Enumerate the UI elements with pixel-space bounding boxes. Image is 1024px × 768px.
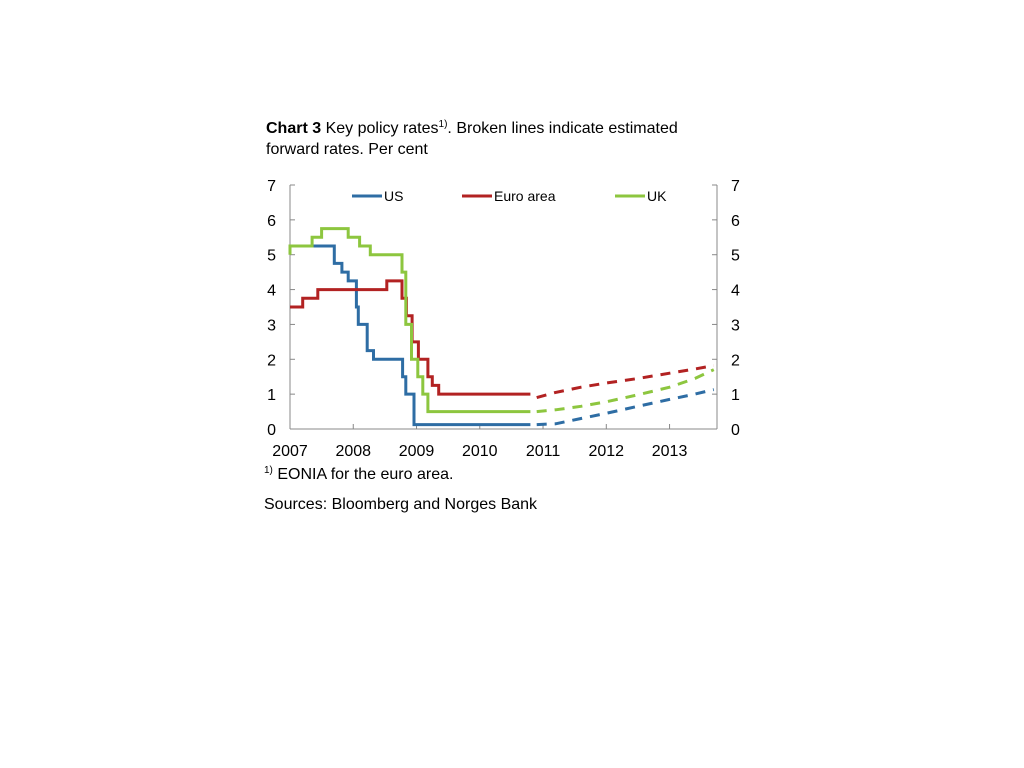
legend-label-us: US bbox=[384, 188, 403, 204]
y-tick-label-left: 6 bbox=[267, 213, 276, 230]
y-tick-label-right: 4 bbox=[731, 283, 740, 300]
footnote: 1) EONIA for the euro area. bbox=[264, 466, 453, 484]
x-tick-label: 2010 bbox=[462, 443, 498, 460]
series-forward-line-euro-area bbox=[536, 364, 715, 400]
legend-label-uk: UK bbox=[647, 188, 667, 204]
y-tick-label-left: 4 bbox=[267, 283, 276, 300]
legend-label-euro-area: Euro area bbox=[494, 188, 556, 204]
y-tick-label-right: 3 bbox=[731, 317, 740, 334]
series-line-uk bbox=[288, 227, 531, 414]
x-tick-label: 2009 bbox=[399, 443, 435, 460]
footnote-marker: 1) bbox=[264, 465, 273, 476]
footnote-text: EONIA for the euro area. bbox=[272, 466, 454, 483]
y-tick-label-right: 5 bbox=[731, 248, 740, 265]
y-tick-label-left: 5 bbox=[267, 248, 276, 265]
y-tick-label-left: 1 bbox=[267, 387, 276, 404]
title-footnote-marker: 1) bbox=[438, 119, 448, 130]
x-tick-label: 2008 bbox=[335, 443, 371, 460]
series-line-euro-area bbox=[290, 279, 531, 396]
y-tick-label-left: 0 bbox=[267, 422, 276, 439]
title-text: Key policy rates bbox=[321, 120, 439, 137]
sources-note: Sources: Bloomberg and Norges Bank bbox=[264, 496, 538, 513]
y-tick-label-right: 6 bbox=[731, 213, 740, 230]
series-forward-line-uk bbox=[536, 368, 715, 414]
y-tick-label-right: 1 bbox=[731, 387, 740, 404]
y-tick-label-left: 3 bbox=[267, 317, 276, 334]
x-tick-label: 2012 bbox=[588, 443, 624, 460]
y-tick-label-left: 2 bbox=[267, 352, 276, 369]
y-tick-label-right: 2 bbox=[731, 352, 740, 369]
chart-title: Chart 3 Key policy rates1). Broken lines… bbox=[266, 118, 726, 160]
y-tick-label-right: 0 bbox=[731, 422, 740, 439]
series-line-us bbox=[290, 244, 531, 427]
chart-number: Chart 3 bbox=[266, 120, 322, 137]
x-tick-label: 2011 bbox=[526, 443, 561, 460]
y-tick-label-right: 7 bbox=[731, 178, 740, 195]
y-tick-label-left: 7 bbox=[267, 178, 276, 195]
x-tick-label: 2013 bbox=[652, 443, 688, 460]
x-tick-label: 2007 bbox=[272, 443, 308, 460]
title-rest: . Broken lines indicate estimated forwar… bbox=[266, 120, 678, 158]
series-forward-line-us bbox=[536, 388, 715, 427]
